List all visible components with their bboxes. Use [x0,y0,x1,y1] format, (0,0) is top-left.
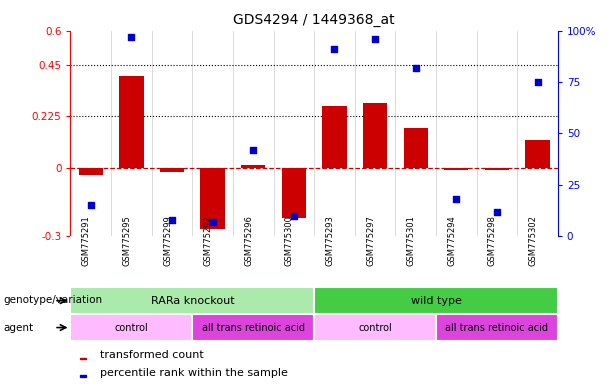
Text: all trans retinoic acid: all trans retinoic acid [202,323,305,333]
Bar [78,168,103,175]
Bar [525,140,550,168]
Bar [444,168,468,170]
Text: agent: agent [3,323,33,333]
Text: GSM775299: GSM775299 [163,215,172,265]
Bar [200,168,225,229]
Text: all trans retinoic acid: all trans retinoic acid [446,323,549,333]
Point [330,46,340,52]
Point [370,36,380,42]
Title: GDS4294 / 1449368_at: GDS4294 / 1449368_at [234,13,395,27]
Point [289,213,299,219]
Point [167,217,177,223]
Text: GSM775298: GSM775298 [488,215,497,266]
Bar [363,103,387,168]
Point [248,147,258,153]
Text: transformed count: transformed count [100,350,204,360]
Text: percentile rank within the sample: percentile rank within the sample [100,367,287,377]
Bar [70,314,192,341]
Point [208,219,218,225]
Text: GSM775301: GSM775301 [406,215,416,266]
Text: RARa knockout: RARa knockout [151,296,234,306]
Text: GSM775292: GSM775292 [204,215,213,265]
Bar [192,314,314,341]
Point [126,34,136,40]
Text: wild type: wild type [411,296,462,306]
Bar [70,287,314,314]
Point [86,202,96,209]
Bar [80,376,86,377]
Text: genotype/variation: genotype/variation [3,295,102,305]
Bar [322,106,347,168]
Text: GSM775295: GSM775295 [123,215,131,265]
Text: GSM775297: GSM775297 [366,215,375,266]
Bar [314,287,558,314]
Bar [436,314,558,341]
Point [451,196,461,202]
Bar [403,128,428,168]
Text: GSM775302: GSM775302 [528,215,538,266]
Bar [241,166,265,168]
Bar [485,168,509,170]
Bar [314,314,436,341]
Point [492,209,502,215]
Bar [282,168,306,218]
Text: GSM775293: GSM775293 [326,215,335,266]
Bar [160,168,184,172]
Text: GSM775294: GSM775294 [447,215,456,265]
Bar [80,358,86,359]
Point [411,65,421,71]
Text: control: control [115,323,148,333]
Text: control: control [358,323,392,333]
Text: GSM775291: GSM775291 [82,215,91,265]
Bar [119,76,143,168]
Text: GSM775300: GSM775300 [285,215,294,266]
Text: GSM775296: GSM775296 [244,215,253,266]
Point [533,79,543,85]
